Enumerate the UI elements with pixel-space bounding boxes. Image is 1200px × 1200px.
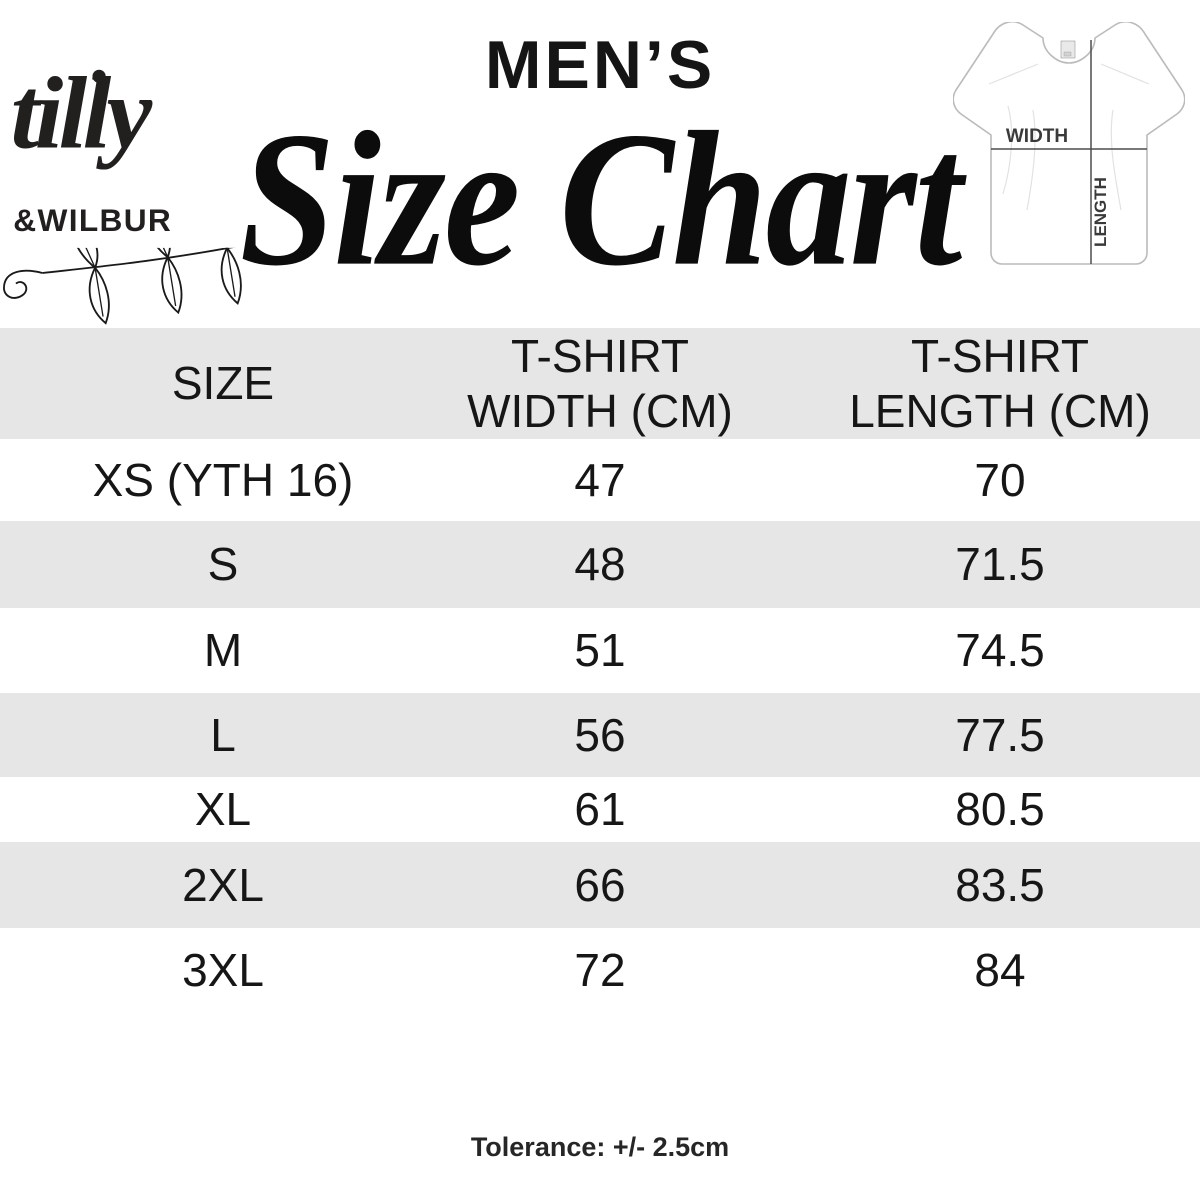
svg-text:WIDTH: WIDTH [1006, 126, 1068, 147]
svg-text:LENGTH: LENGTH [1091, 177, 1110, 247]
